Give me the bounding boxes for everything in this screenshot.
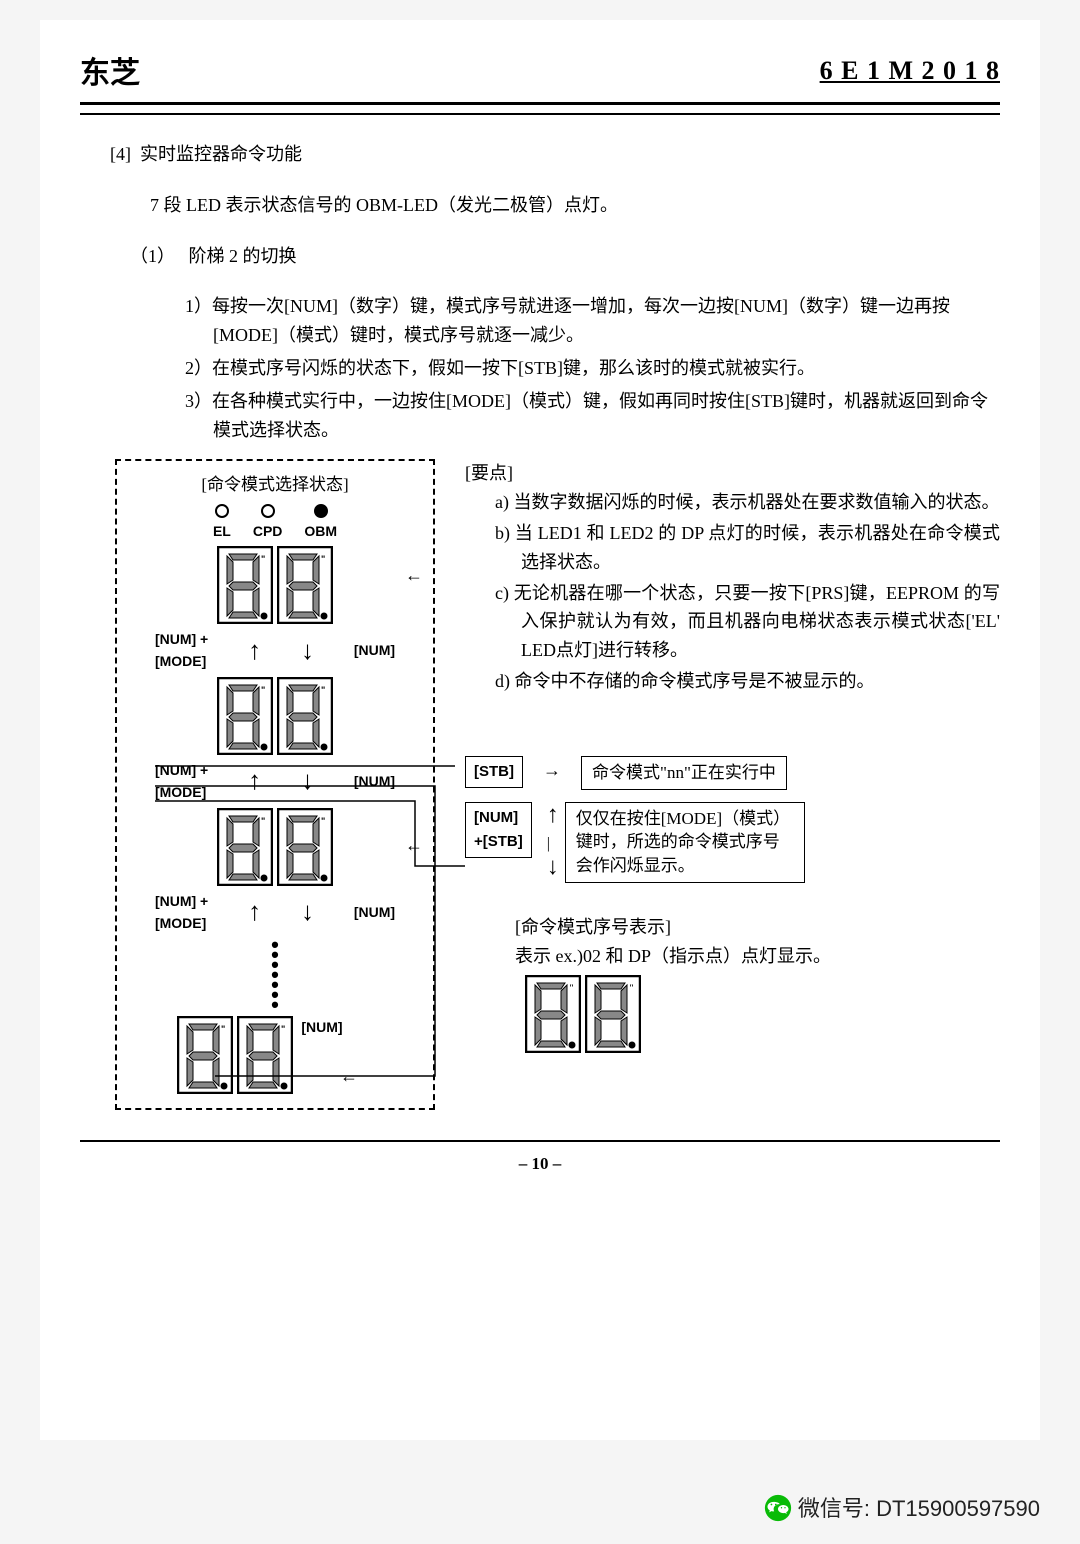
brand: 东芝 <box>80 50 140 98</box>
bottom-label-1: [命令模式序号表示] <box>515 913 1000 942</box>
points-list: a) 当数字数据闪烁的时候，表示机器处在要求数值输入的状态。 b) 当 LED1… <box>495 488 1000 696</box>
exec-box: 命令模式"nn"正在实行中 <box>581 756 787 790</box>
page-number: – 10 – <box>80 1150 1000 1177</box>
svg-text:": " <box>281 1024 285 1034</box>
svg-text:": " <box>321 554 325 564</box>
svg-text:": " <box>221 1024 225 1034</box>
intro: 7 段 LED 表示状态信号的 OBM-LED（发光二极管）点灯。 <box>150 191 1000 220</box>
svg-text:": " <box>261 816 265 826</box>
section-title: [4] 实时监控器命令功能 <box>110 140 1000 169</box>
svg-text:": " <box>629 983 634 993</box>
points-head: [要点] <box>465 459 1000 488</box>
state-diagram: [命令模式选择状态] EL CPD OBM "" [NUM] +[MODE][N… <box>115 459 435 1110</box>
doc-code: 6 E 1 M 2 0 1 8 <box>820 50 1000 98</box>
svg-text:": " <box>321 816 325 826</box>
bottom-label-2: 表示 ex.)02 和 DP（指示点）点灯显示。 <box>515 942 1000 971</box>
svg-text:": " <box>261 554 265 564</box>
subsection: （1） 阶梯 2 的切换 <box>130 242 1000 271</box>
svg-text:": " <box>321 685 325 695</box>
stb-key: [STB] <box>465 756 523 788</box>
watermark: 微信号: DT15900597590 <box>764 1491 1040 1526</box>
seg7-icon: " <box>525 975 581 1053</box>
svg-text:": " <box>261 685 265 695</box>
seg7-icon: " <box>217 546 273 624</box>
numstb-key: [NUM] +[STB] <box>465 802 532 858</box>
mode-note-box: 仅仅在按住[MODE]（模式）键时，所选的命令模式序号会作闪烁显示。 <box>565 802 805 883</box>
wechat-icon <box>764 1494 792 1522</box>
numbered-list: 1）每按一次[NUM]（数字）键，模式序号就进逐一增加，每次一边按[NUM]（数… <box>185 292 1000 444</box>
svg-text:": " <box>569 983 574 993</box>
